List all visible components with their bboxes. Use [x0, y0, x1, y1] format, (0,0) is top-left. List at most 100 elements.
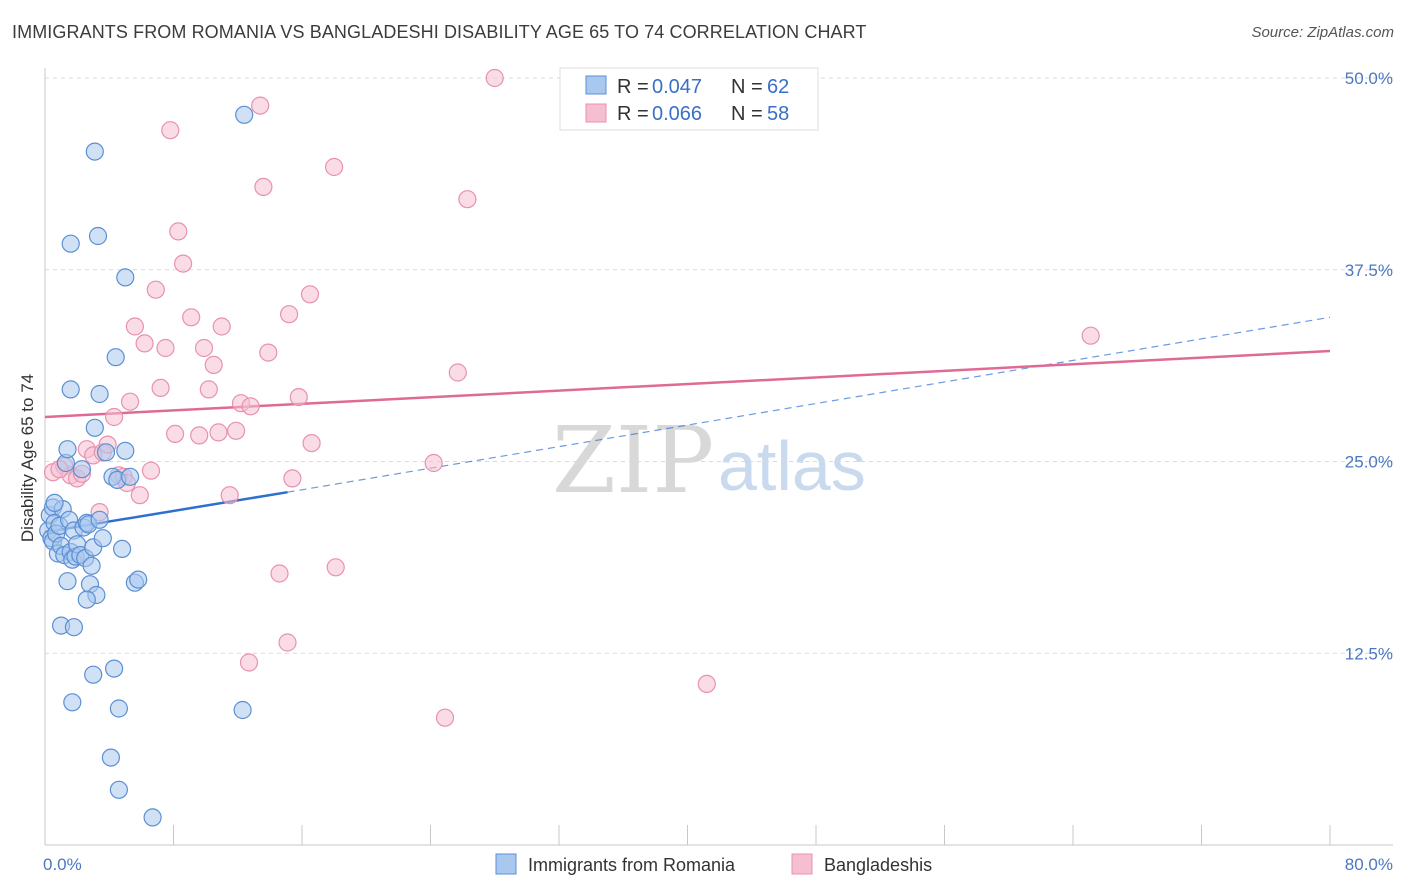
point-bangladeshis-40: [259, 343, 278, 362]
point-romania-53: [104, 659, 124, 678]
point-romania-13: [58, 440, 77, 459]
legend-n-label-1: N =: [731, 76, 763, 98]
legend: R = 0.047 N = 62 R = 0.066 N = 58: [559, 67, 819, 131]
point-bangladeshis-29: [199, 380, 218, 399]
point-romania-58: [109, 780, 129, 799]
point-bangladeshis-56: [1081, 326, 1100, 345]
trend-line-romania-extension: [287, 316, 1331, 493]
point-bangladeshis-17: [135, 334, 154, 353]
point-bangladeshis-53: [458, 190, 477, 209]
bottom-legend: Immigrants from Romania Bangladeshis: [495, 853, 932, 875]
point-bangladeshis-34: [227, 421, 246, 440]
point-bangladeshis-44: [283, 469, 302, 488]
point-romania-26: [82, 556, 101, 575]
point-bangladeshis-50: [424, 453, 443, 473]
point-bangladeshis-31: [209, 423, 228, 442]
point-romania-36: [121, 467, 140, 486]
grid-lines: [45, 77, 1393, 654]
point-bangladeshis-21: [156, 338, 175, 358]
point-romania-40: [64, 618, 84, 637]
tick-labels: 12.5% 25.0% 37.5% 50.0% 0.0% 80.0%: [43, 69, 1393, 874]
data-points: [39, 68, 1100, 827]
legend-n-label-2: N =: [731, 103, 763, 125]
point-bangladeshis-54: [485, 68, 504, 88]
x-tick-label-1: 80.0%: [1345, 855, 1393, 874]
legend-r-label-1: R =: [617, 76, 649, 98]
point-romania-44: [90, 384, 109, 404]
point-bangladeshis-45: [289, 388, 308, 407]
point-bangladeshis-33: [220, 486, 239, 505]
point-bangladeshis-43: [280, 305, 299, 324]
point-bangladeshis-25: [174, 254, 193, 273]
point-bangladeshis-41: [270, 564, 289, 583]
point-romania-43: [85, 418, 104, 437]
point-bangladeshis-15: [125, 317, 144, 336]
point-bangladeshis-46: [300, 285, 320, 304]
point-bangladeshis-39: [254, 177, 273, 196]
watermark: ZIP atlas: [552, 407, 866, 514]
point-bangladeshis-36: [239, 653, 259, 672]
point-romania-38: [129, 570, 148, 589]
point-bangladeshis-38: [251, 96, 270, 115]
legend-n-value-1: 62: [767, 76, 789, 98]
point-romania-57: [101, 748, 121, 767]
point-bangladeshis-18: [141, 461, 161, 480]
point-bangladeshis-37: [241, 397, 260, 416]
point-bangladeshis-27: [190, 426, 209, 445]
point-bangladeshis-19: [146, 280, 165, 299]
point-romania-42: [58, 572, 77, 591]
point-bangladeshis-55: [697, 674, 716, 694]
point-bangladeshis-26: [182, 308, 201, 327]
point-bangladeshis-14: [121, 392, 140, 411]
point-romania-41: [77, 590, 96, 609]
point-bangladeshis-49: [326, 558, 345, 577]
point-bangladeshis-32: [212, 317, 231, 336]
legend-swatch-romania: [585, 75, 607, 95]
bottom-legend-label-bangladeshis: Bangladeshis: [824, 855, 932, 875]
point-bangladeshis-20: [151, 378, 170, 397]
point-romania-29: [90, 510, 109, 529]
y-tick-label-2: 37.5%: [1345, 261, 1393, 280]
point-bangladeshis-52: [448, 363, 467, 382]
point-romania-50: [85, 142, 104, 161]
point-romania-56: [233, 700, 252, 720]
watermark-atlas: atlas: [718, 427, 866, 505]
legend-r-label-2: R =: [617, 103, 649, 125]
legend-swatch-bangladeshis: [585, 103, 607, 123]
point-romania-45: [61, 380, 80, 399]
x-tick-label-0: 0.0%: [43, 855, 82, 874]
point-romania-34: [112, 539, 132, 559]
point-romania-55: [109, 699, 129, 718]
legend-r-value-1: 0.047: [652, 76, 702, 98]
point-romania-30: [93, 529, 112, 548]
point-romania-35: [116, 441, 135, 460]
legend-r-value-2: 0.066: [652, 103, 702, 125]
point-bangladeshis-51: [435, 708, 455, 727]
point-romania-52: [84, 665, 103, 684]
point-bangladeshis-23: [166, 424, 185, 443]
point-bangladeshis-48: [325, 157, 344, 177]
legend-n-value-2: 58: [767, 103, 789, 125]
axes: [44, 68, 1393, 846]
point-romania-46: [106, 348, 125, 367]
bottom-legend-label-romania: Immigrants from Romania: [528, 855, 736, 875]
point-bangladeshis-10: [104, 407, 124, 427]
y-tick-label-0: 12.5%: [1345, 644, 1393, 663]
point-romania-47: [116, 268, 135, 287]
point-bangladeshis-28: [194, 338, 214, 358]
point-romania-59: [143, 808, 162, 827]
point-bangladeshis-24: [169, 222, 188, 241]
y-axis-label: Disability Age 65 to 74: [18, 374, 37, 542]
point-bangladeshis-16: [130, 486, 149, 505]
y-tick-label-3: 50.0%: [1345, 69, 1393, 88]
point-bangladeshis-22: [161, 121, 180, 140]
point-romania-60: [72, 460, 92, 479]
source-label: Source: ZipAtlas.com: [1251, 24, 1394, 41]
point-bangladeshis-47: [302, 434, 321, 453]
point-romania-54: [63, 693, 82, 712]
y-tick-label-1: 25.0%: [1345, 453, 1393, 472]
bottom-legend-swatch-romania: [495, 853, 517, 875]
point-romania-51: [235, 105, 254, 124]
point-romania-48: [61, 234, 80, 253]
